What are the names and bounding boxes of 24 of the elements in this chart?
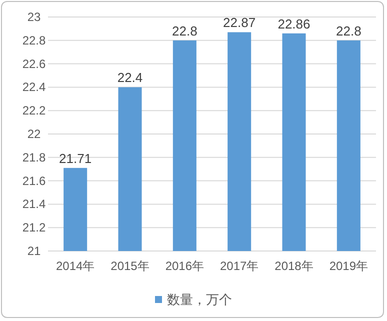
x-tick-label: 2015年 bbox=[110, 259, 150, 273]
data-label: 21.71 bbox=[59, 150, 92, 166]
y-tick-label: 21.6 bbox=[22, 174, 46, 188]
data-label: 22.4 bbox=[117, 70, 143, 86]
data-label: 22.8 bbox=[172, 23, 198, 38]
data-label: 22.86 bbox=[278, 16, 310, 32]
y-tick-label: 22.6 bbox=[22, 56, 46, 71]
data-label: 22.87 bbox=[223, 15, 256, 30]
data-label: 22.8 bbox=[336, 23, 362, 38]
x-tick-label: 2014年 bbox=[56, 259, 95, 273]
y-tick-label: 21.8 bbox=[22, 150, 46, 164]
x-tick-label: 2018年 bbox=[274, 259, 314, 273]
x-tick-label: 2016年 bbox=[165, 259, 204, 273]
y-tick-label: 21.4 bbox=[22, 197, 46, 212]
legend-label: 数量，万个 bbox=[167, 292, 232, 307]
y-tick-label: 22.2 bbox=[22, 104, 46, 118]
y-tick-label: 22.4 bbox=[22, 80, 46, 94]
y-tick-label: 21.2 bbox=[22, 220, 46, 235]
y-tick-label: 22.8 bbox=[22, 33, 46, 48]
x-tick-label: 2019年 bbox=[329, 259, 368, 273]
y-tick-label: 22 bbox=[27, 127, 41, 141]
x-tick-label: 2017年 bbox=[220, 259, 259, 273]
y-tick-label: 21 bbox=[27, 244, 41, 258]
y-tick-label: 23 bbox=[27, 10, 41, 24]
